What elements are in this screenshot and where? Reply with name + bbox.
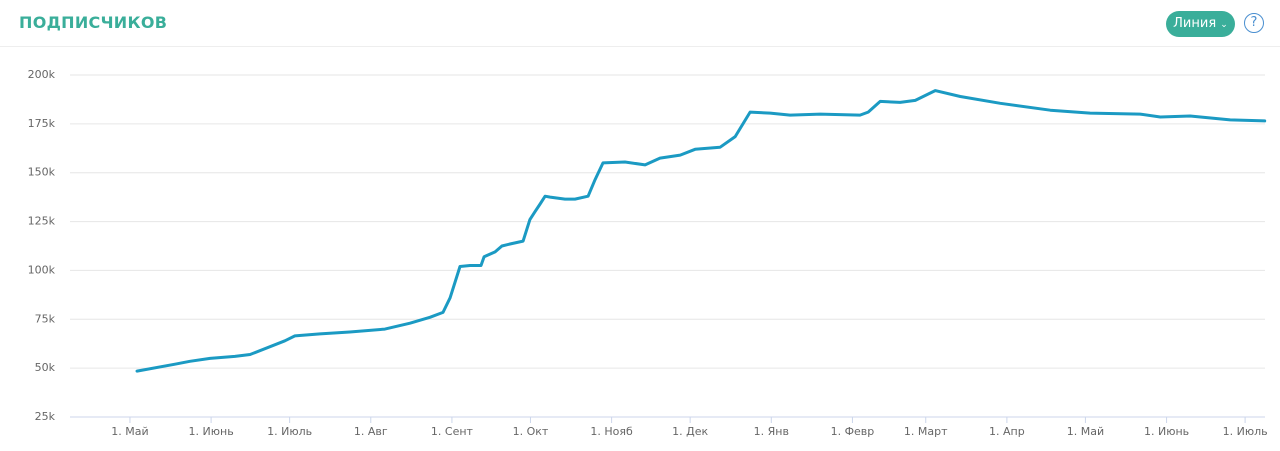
line	[135, 89, 1267, 373]
title: ПОДПИСЧИКОВ	[19, 13, 168, 32]
x-tick-label: 1. Март	[904, 425, 948, 438]
x-tick-label: 1. Май	[1067, 425, 1104, 438]
x-tick-label: 1. Нояб	[590, 425, 633, 438]
y-tick-label: 125k	[28, 215, 56, 228]
y-tick-label: 25k	[35, 410, 56, 423]
y-tick-label: 75k	[35, 312, 56, 325]
y-tick-label: 200k	[28, 68, 56, 81]
y-tick-label: 175k	[28, 117, 56, 130]
x-tick-label: 1. Апр	[989, 425, 1025, 438]
y-tick-label: 50k	[35, 361, 56, 374]
button-label: Линия	[1173, 16, 1217, 31]
x-tick-label: 1. Авг	[354, 425, 388, 438]
x-tick-label: 1. Февр	[831, 425, 875, 438]
x-tick-label: 1. Июнь	[189, 425, 234, 438]
chart-type-button[interactable]: Линия ⌄	[1166, 11, 1235, 37]
x-tick-label: 1. Дек	[672, 425, 708, 438]
x-tick-label: 1. Июль	[267, 425, 312, 438]
x-tick-label: 1. Май	[111, 425, 148, 438]
y-tick-label: 100k	[28, 263, 56, 276]
help-icon[interactable]: ?	[1244, 13, 1264, 33]
separator	[0, 46, 1280, 47]
y-tick-label: 150k	[28, 166, 56, 179]
x-tick-label: 1. Окт	[513, 425, 549, 438]
x-tick-label: 1. Июль	[1223, 425, 1268, 438]
x-tick-label: 1. Янв	[754, 425, 789, 438]
x-tick-label: 1. Сент	[431, 425, 474, 438]
x-tick-label: 1. Июнь	[1144, 425, 1189, 438]
